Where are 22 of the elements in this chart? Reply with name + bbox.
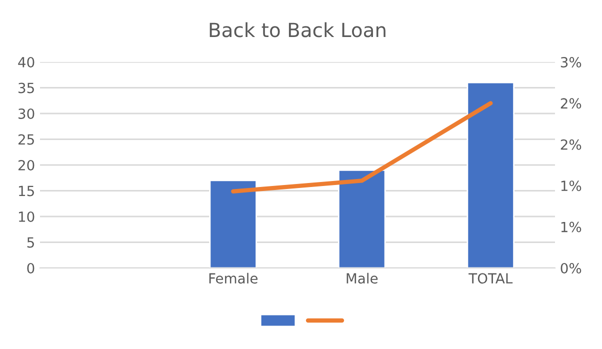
y-tick-label: 35 xyxy=(18,82,34,94)
y2-tick-label: 2% xyxy=(560,98,582,109)
y-tick-label: 5 xyxy=(27,237,34,248)
x-tick-label: TOTAL xyxy=(468,273,513,284)
y2-tick-label: 2% xyxy=(560,139,582,150)
x-tick-label: Male xyxy=(346,272,378,284)
y-tick-label: 25 xyxy=(18,134,34,145)
y2-tick-label: 3% xyxy=(560,56,582,68)
y-tick-label: 20 xyxy=(18,160,34,170)
bar xyxy=(209,180,257,268)
y-tick-label: 15 xyxy=(18,186,34,196)
y-tick-label: 0 xyxy=(27,262,34,274)
y2-tick-label: 1% xyxy=(561,222,582,232)
y-tick-label: 10 xyxy=(18,211,34,222)
y-tick-label: 40 xyxy=(18,56,34,68)
y2-tick-label: 0% xyxy=(560,262,582,274)
chart-title: Back to Back Loan xyxy=(210,22,386,38)
bar xyxy=(338,169,386,268)
x-tick-label: Female xyxy=(209,272,258,284)
y2-tick-label: 1% xyxy=(561,180,582,192)
y-tick-label: 30 xyxy=(18,108,34,119)
bar xyxy=(466,82,514,268)
